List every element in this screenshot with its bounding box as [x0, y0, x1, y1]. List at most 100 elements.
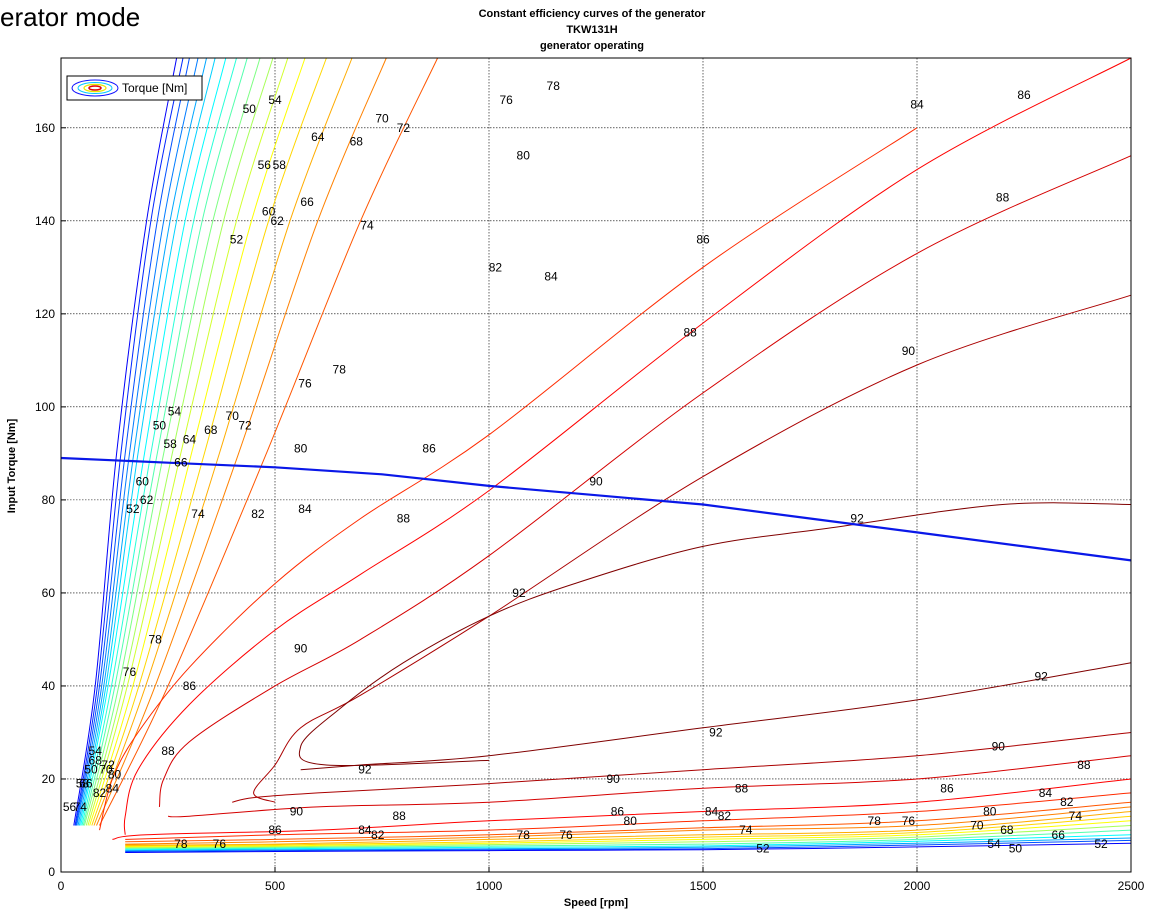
contour-label: 70 [226, 409, 240, 423]
contour-label: 70 [375, 111, 389, 125]
contour-label: 54 [987, 837, 1001, 851]
contour-line-62 [125, 834, 1132, 851]
contour-label: 60 [262, 204, 276, 218]
contour-label: 80 [517, 149, 531, 163]
contour-label: 76 [902, 814, 916, 828]
contour-line-88 [167, 755, 1132, 818]
contour-label: 72 [101, 758, 115, 772]
contour-label: 72 [397, 121, 411, 135]
contour-label: 86 [268, 823, 282, 837]
title-line-1: Constant efficiency curves of the genera… [479, 8, 706, 20]
contour-label: 92 [358, 763, 372, 777]
contour-label: 78 [174, 837, 188, 851]
contour-label: 58 [273, 158, 287, 172]
contour-label: 66 [174, 456, 188, 470]
contour-line-58 [125, 837, 1132, 852]
contour-label: 88 [161, 744, 175, 758]
contour-label: 68 [204, 423, 218, 437]
contour-label: 88 [996, 191, 1010, 205]
contour-line-62 [80, 57, 227, 826]
contour-label: 66 [300, 195, 314, 209]
contour-label: 84 [544, 270, 558, 284]
contour-label: 92 [1034, 670, 1048, 684]
contour-label: 54 [268, 93, 282, 107]
contour-label: 72 [238, 418, 252, 432]
contour-label: 70 [970, 818, 984, 832]
contour-line-60 [78, 57, 216, 826]
contour-line-92 [298, 502, 1132, 767]
contour-label: 84 [910, 98, 924, 112]
contour-label: 92 [709, 725, 723, 739]
contour-label: 62 [270, 214, 284, 228]
contour-label: 80 [108, 767, 122, 781]
contour-label: 90 [992, 739, 1006, 753]
x-tick-label: 2500 [1118, 879, 1145, 893]
contour-label: 82 [251, 507, 265, 521]
y-tick-label: 160 [35, 121, 55, 135]
contour-label: 86 [1017, 88, 1031, 102]
contour-line-84 [99, 127, 918, 831]
contour-label: 92 [850, 511, 864, 525]
x-tick-label: 1500 [690, 879, 717, 893]
torque-line [60, 456, 1132, 562]
contour-label: 64 [311, 130, 325, 144]
contour-line-86 [112, 778, 1132, 840]
y-tick-label: 0 [48, 865, 55, 879]
contour-label: 80 [294, 442, 308, 456]
contour-line-80 [125, 806, 1132, 845]
contour-label: 84 [1039, 786, 1053, 800]
y-tick-label: 40 [42, 679, 56, 693]
contour-label: 84 [298, 502, 312, 516]
contour-label: 76 [559, 828, 573, 842]
axis-ticks: 0 500 1000 1500 2000 2500 0 20 40 60 80 100 120 140 16… [35, 121, 1145, 893]
contour-label: 90 [902, 344, 916, 358]
torque-curve [60, 456, 1132, 562]
contour-line-54 [125, 839, 1132, 852]
legend: Torque [Nm] [66, 75, 203, 101]
contour-label: 52 [756, 842, 770, 856]
contour-label: 66 [79, 777, 93, 791]
contour-label: 84 [358, 823, 372, 837]
legend-contour-icon [71, 79, 119, 97]
contour-label: 64 [183, 432, 197, 446]
contour-label: 88 [392, 809, 406, 823]
contour-line-78 [93, 57, 353, 826]
x-tick-label: 500 [265, 879, 285, 893]
contour-lines [73, 57, 1132, 853]
contour-label: 82 [93, 786, 107, 800]
contour-line-54 [75, 57, 190, 826]
contour-line-52 [74, 57, 184, 826]
contour-label: 80 [624, 814, 638, 828]
contour-label: 88 [683, 325, 697, 339]
contour-label: 88 [735, 781, 749, 795]
contour-label: 62 [140, 493, 154, 507]
contour-label: 86 [611, 805, 625, 819]
contour-label: 84 [106, 781, 120, 795]
contour-line-80 [96, 57, 387, 826]
contour-line-74 [89, 57, 306, 826]
contour-label: 82 [489, 260, 503, 274]
contour-label: 76 [213, 837, 227, 851]
contour-label: 66 [1052, 828, 1066, 842]
contour-label: 90 [589, 474, 603, 488]
contour-label: 70 [99, 763, 113, 777]
contour-line-70 [85, 57, 274, 826]
contour-label: 74 [739, 823, 753, 837]
contour-label: 54 [168, 405, 182, 419]
plot-frame [60, 57, 1132, 873]
contour-label: 68 [350, 135, 364, 149]
contour-label: 50 [153, 418, 167, 432]
contour-label: 78 [148, 632, 162, 646]
x-tick-label: 2000 [904, 879, 931, 893]
contour-label: 74 [74, 800, 88, 814]
contour-line-64 [81, 57, 237, 826]
contour-line-50 [73, 57, 178, 826]
contour-line-82 [99, 57, 439, 826]
y-tick-label: 80 [42, 493, 56, 507]
contour-label: 78 [333, 363, 347, 377]
y-tick-label: 140 [35, 214, 55, 228]
contour-label: 76 [298, 377, 312, 391]
contour-line-58 [77, 57, 207, 826]
contour-line-56 [76, 57, 199, 826]
